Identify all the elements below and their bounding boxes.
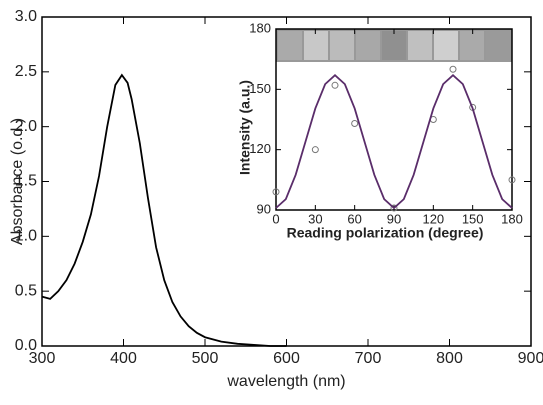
y-tick-label: 1.0: [15, 228, 37, 245]
y-axis-label: Intensity (a.u.): [237, 80, 253, 175]
polarization-strip: [276, 29, 512, 62]
x-tick-label: 800: [436, 350, 463, 367]
x-axis-label: Reading polarization (degree): [287, 225, 484, 241]
data-point: [272, 188, 280, 196]
strip-cell: [330, 31, 354, 60]
y-tick-label: 1.5: [15, 173, 37, 190]
y-tick-label: 2.5: [15, 63, 37, 80]
main-chart: 300 400 500 600 700 800 9000.00.51.01.52.02.53…: [9, 8, 543, 390]
y-tick-label: 2.0: [15, 118, 37, 135]
x-axis-label: wavelength (nm): [226, 373, 345, 390]
y-tick-label: 0.0: [15, 337, 37, 354]
data-point: [449, 65, 457, 73]
y-tick-label: 0.5: [15, 282, 37, 299]
data-point: [351, 120, 359, 128]
y-tick-label: 180: [249, 20, 271, 35]
data-point: [390, 204, 398, 212]
x-tick-label: 600: [273, 350, 300, 367]
y-tick-label: 150: [249, 81, 271, 96]
x-tick-label: 150: [462, 211, 484, 226]
x-tick-label: 180: [501, 211, 523, 226]
strip-cell: [278, 31, 302, 60]
y-tick-label: 3.0: [15, 8, 37, 25]
x-tick-label: 30: [308, 211, 322, 226]
strip-cell: [304, 31, 328, 60]
strip-cell: [356, 31, 380, 60]
strip-cell: [486, 31, 510, 60]
data-line: [41, 73, 287, 347]
y-tick-label: 120: [249, 141, 271, 156]
x-tick-label: 300: [29, 350, 56, 367]
x-tick-label: 500: [192, 350, 219, 367]
x-tick-label: 900: [518, 350, 543, 367]
plot-frame: [41, 16, 532, 347]
x-tick-label: 700: [355, 350, 382, 367]
data-point: [508, 176, 516, 184]
inset-chart: 0 30 60 90 120 150 180 90 120 150 180 Reading polar…: [237, 20, 523, 240]
x-tick-label: 0: [272, 211, 279, 226]
data-point: [331, 81, 339, 89]
x-tick-label: 90: [387, 211, 401, 226]
x-tick-label: 60: [347, 211, 361, 226]
x-tick-label: 400: [110, 350, 137, 367]
y-tick-label: 90: [257, 201, 271, 216]
data-line: [275, 74, 513, 210]
strip-cell: [434, 31, 458, 60]
strip-cell: [408, 31, 432, 60]
strip-cell: [382, 31, 406, 60]
x-tick-label: 120: [422, 211, 444, 226]
data-point: [311, 146, 319, 154]
y-axis-label: Absorbance (o.d.): [9, 118, 26, 245]
strip-cell: [460, 31, 484, 60]
